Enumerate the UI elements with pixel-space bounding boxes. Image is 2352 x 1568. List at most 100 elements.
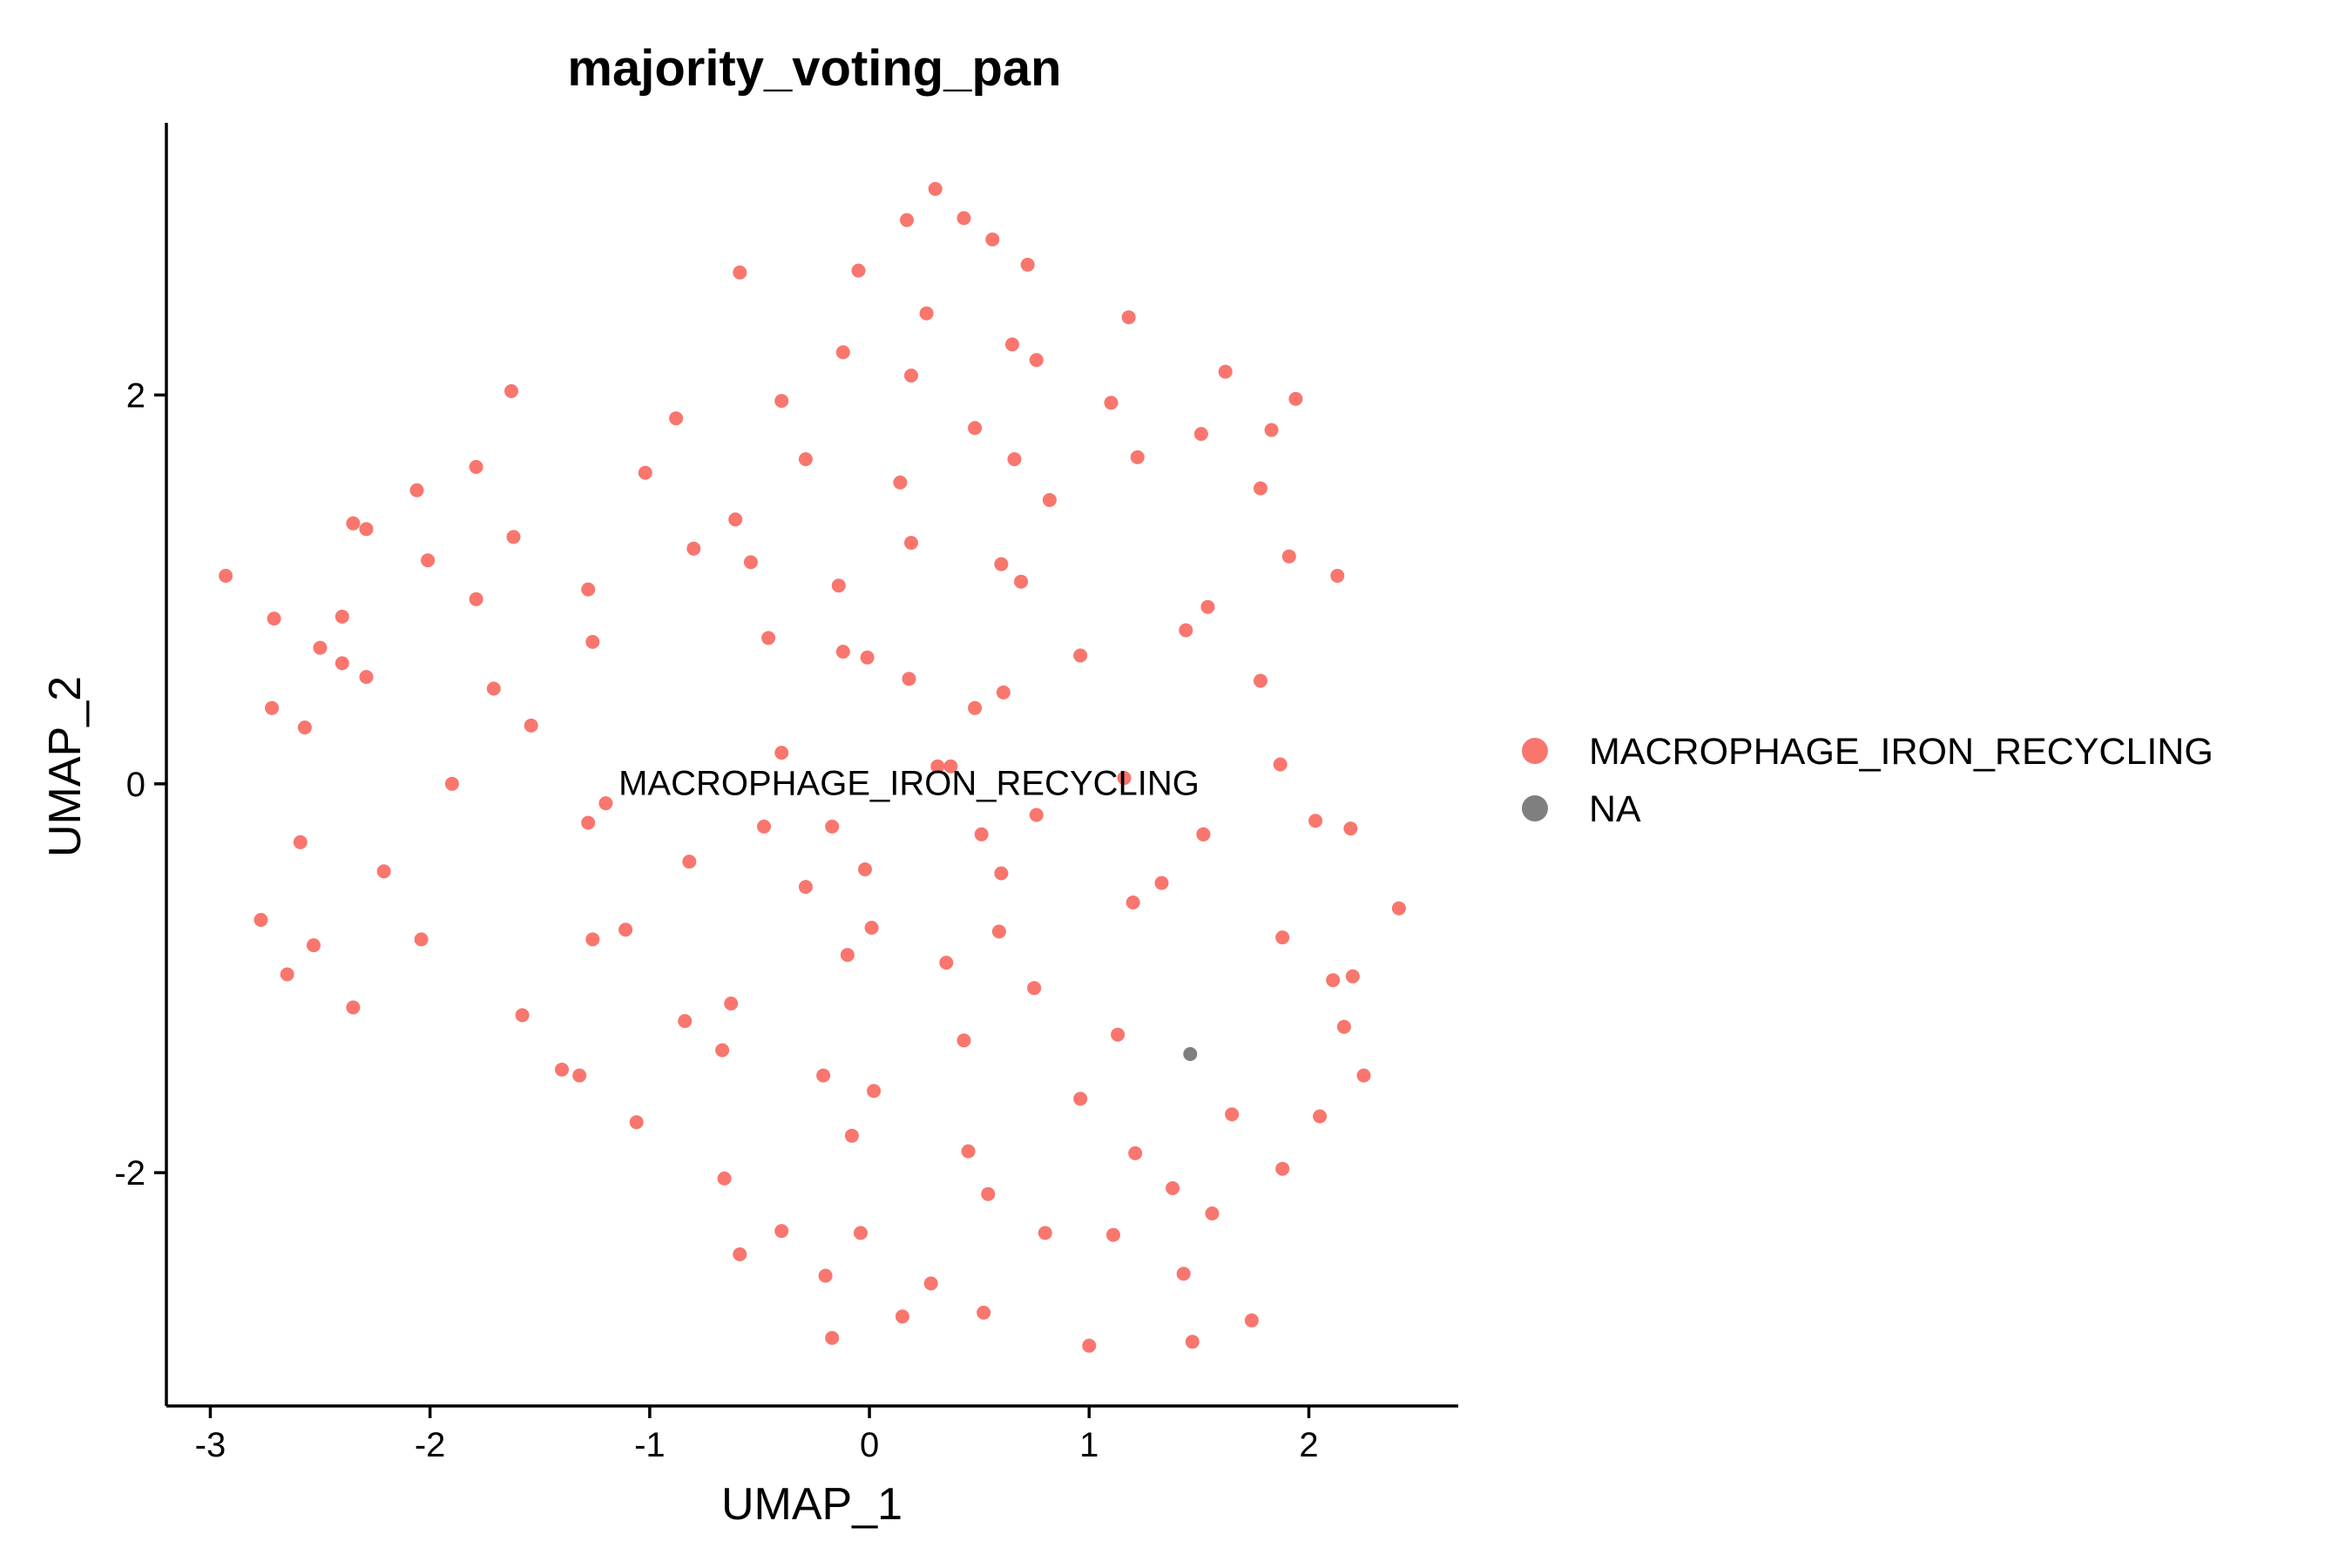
- macrophage-point-1: [267, 612, 281, 626]
- macrophage-point-18: [421, 553, 436, 568]
- macrophage-point-140: [1336, 1019, 1351, 1034]
- x-tick-label: -1: [634, 1426, 666, 1464]
- x-tick-label: -3: [195, 1426, 226, 1464]
- macrophage-point-12: [346, 1000, 361, 1015]
- na-point-0: [1183, 1047, 1198, 1061]
- macrophage-point-138: [1326, 973, 1341, 988]
- macrophage-point-128: [1254, 481, 1267, 496]
- macrophage-point-30: [581, 815, 596, 830]
- macrophage-point-51: [774, 746, 789, 760]
- macrophage-point-90: [985, 232, 1000, 247]
- macrophage-point-44: [728, 512, 743, 527]
- macrophage-point-33: [598, 796, 613, 811]
- macrophage-point-19: [444, 776, 459, 791]
- macrophage-point-69: [867, 1084, 882, 1098]
- macrophage-point-102: [1037, 1226, 1052, 1240]
- macrophage-point-36: [638, 465, 652, 480]
- macrophage-point-77: [923, 1276, 938, 1291]
- macrophage-point-132: [1275, 930, 1290, 945]
- macrophage-point-11: [346, 516, 361, 531]
- macrophage-point-47: [743, 555, 758, 570]
- macrophage-point-4: [280, 967, 294, 982]
- macrophage-point-113: [1128, 1146, 1143, 1160]
- macrophage-point-96: [1007, 452, 1022, 467]
- macrophage-point-105: [1073, 1092, 1088, 1106]
- macrophage-point-75: [904, 536, 918, 551]
- macrophage-point-52: [774, 1224, 789, 1239]
- macrophage-point-82: [956, 211, 971, 226]
- x-tick-label: 0: [860, 1426, 879, 1464]
- macrophage-point-23: [504, 384, 518, 398]
- macrophage-point-22: [486, 681, 501, 696]
- macrophage-point-38: [678, 1014, 693, 1029]
- legend-key-macrophage: [1522, 738, 1548, 764]
- macrophage-point-111: [1121, 310, 1136, 325]
- macrophage-point-130: [1264, 422, 1279, 437]
- macrophage-point-124: [1205, 1206, 1220, 1220]
- macrophage-point-88: [977, 1305, 991, 1320]
- macrophage-point-10: [335, 656, 349, 671]
- x-axis-title: UMAP_1: [721, 1479, 902, 1530]
- macrophage-point-89: [981, 1186, 996, 1201]
- macrophage-point-43: [724, 997, 739, 1010]
- legend: MACROPHAGE_IRON_RECYCLING NA: [1522, 731, 2213, 830]
- macrophage-point-46: [733, 1247, 747, 1261]
- x-tick-label: 2: [1299, 1426, 1318, 1464]
- macrophage-point-136: [1308, 814, 1323, 828]
- macrophage-point-29: [581, 582, 596, 597]
- macrophage-point-61: [835, 645, 850, 659]
- y-tick-label: 0: [126, 766, 145, 804]
- macrophage-point-7: [307, 938, 321, 953]
- macrophage-point-72: [900, 213, 914, 227]
- legend-key-na: [1522, 795, 1548, 821]
- macrophage-point-139: [1330, 569, 1345, 583]
- chart-title: majority_voting_pan: [567, 40, 1061, 97]
- macrophage-point-122: [1196, 827, 1211, 841]
- macrophage-point-54: [798, 880, 813, 895]
- macrophage-point-131: [1273, 757, 1288, 772]
- macrophage-point-85: [968, 421, 983, 436]
- macrophage-point-116: [1166, 1181, 1180, 1195]
- macrophage-point-110: [1117, 771, 1132, 786]
- macrophage-point-37: [669, 411, 684, 426]
- macrophage-point-64: [851, 263, 866, 278]
- macrophage-point-123: [1200, 599, 1215, 614]
- macrophage-point-48: [757, 819, 771, 834]
- cluster-label: MACROPHAGE_IRON_RECYCLING: [618, 765, 1200, 803]
- macrophage-point-112: [1125, 896, 1140, 909]
- macrophage-point-117: [1176, 1267, 1191, 1281]
- macrophage-point-13: [359, 522, 374, 537]
- macrophage-point-144: [1391, 901, 1406, 916]
- macrophage-point-81: [943, 759, 958, 774]
- macrophage-point-80: [939, 956, 954, 970]
- macrophage-point-78: [928, 181, 943, 196]
- macrophage-point-50: [774, 394, 789, 409]
- macrophage-point-143: [1356, 1068, 1371, 1083]
- macrophage-point-62: [840, 948, 855, 963]
- macrophage-point-45: [733, 265, 747, 280]
- macrophage-point-84: [961, 1144, 976, 1159]
- macrophage-point-24: [506, 530, 521, 544]
- macrophage-point-16: [409, 483, 424, 497]
- macrophage-point-40: [686, 541, 701, 556]
- macrophage-point-17: [414, 932, 429, 947]
- macrophage-point-42: [717, 1171, 732, 1186]
- y-axis-title: UMAP_2: [40, 676, 91, 857]
- macrophage-point-129: [1254, 673, 1267, 688]
- macrophage-point-108: [1106, 1227, 1120, 1242]
- macrophage-point-14: [359, 670, 374, 685]
- macrophage-point-5: [297, 720, 312, 735]
- macrophage-point-68: [864, 921, 879, 935]
- macrophage-point-20: [469, 460, 483, 474]
- legend-label-macrophage: MACROPHAGE_IRON_RECYCLING: [1589, 731, 2213, 773]
- macrophage-point-101: [1029, 808, 1044, 822]
- macrophage-point-118: [1179, 623, 1193, 638]
- macrophage-point-71: [895, 1309, 909, 1324]
- macrophage-point-8: [313, 640, 328, 655]
- macrophage-point-125: [1218, 364, 1233, 379]
- macrophage-point-26: [524, 718, 538, 733]
- macrophage-point-76: [919, 306, 934, 321]
- macrophage-point-67: [860, 650, 875, 665]
